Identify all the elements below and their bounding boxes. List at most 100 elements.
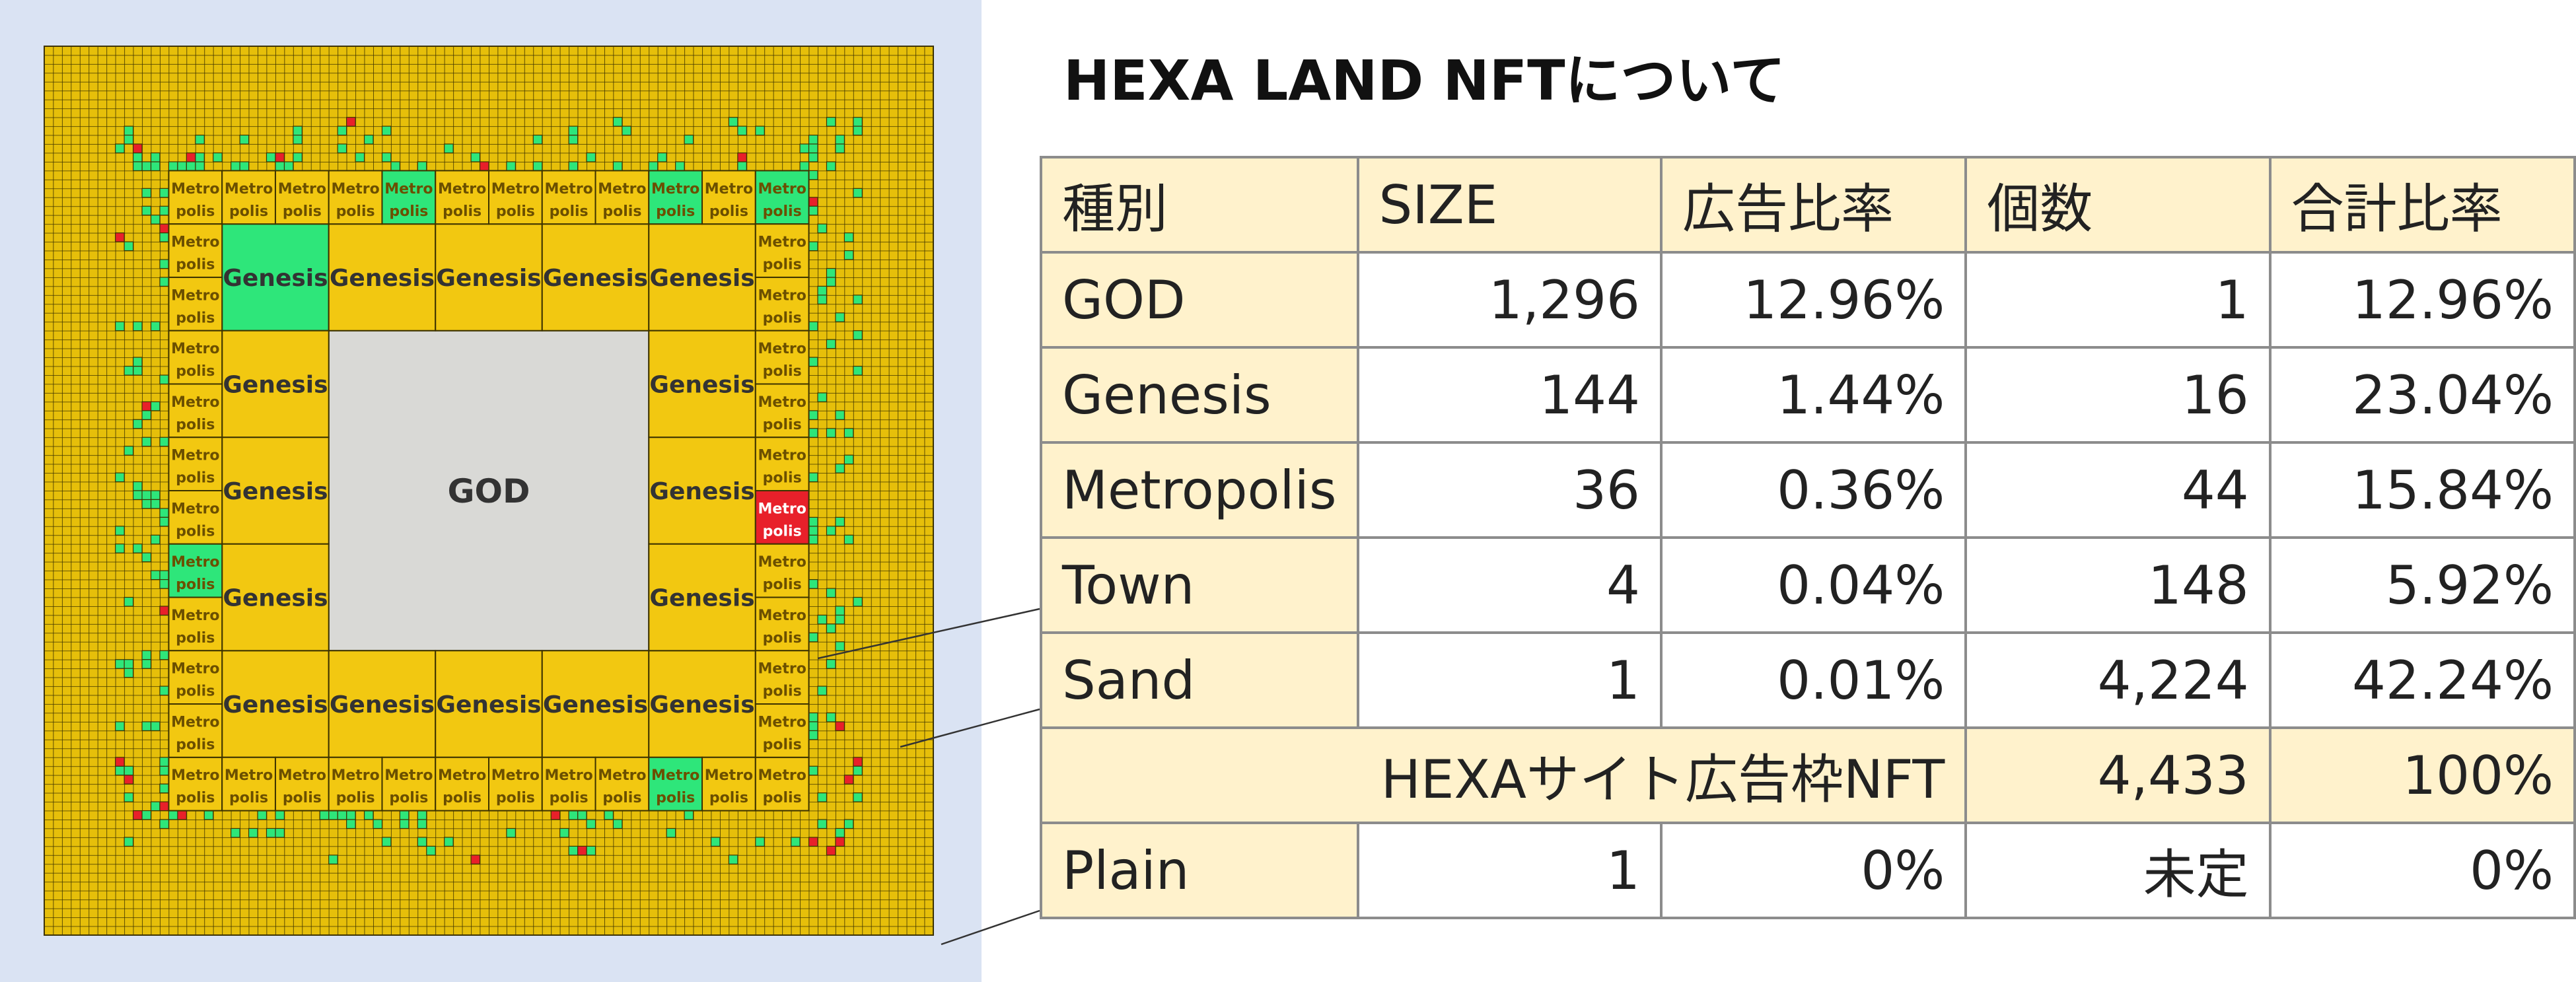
metropolis-tile [168,703,223,758]
metropolis-label: polis [496,790,535,806]
genesis-tile [221,223,330,332]
metropolis-label: Metro [171,608,219,624]
town-cell [843,454,854,465]
metropolis-label: Metro [598,767,646,784]
town-cell [168,810,178,820]
genesis-tile [221,543,330,652]
metropolis-tile [488,756,543,812]
metropolis-label: polis [763,684,802,700]
town-cell [559,827,569,838]
town-cell [381,837,392,847]
town-cell [159,570,170,580]
metropolis-label: polis [656,203,695,220]
town-cell [835,143,845,154]
metropolis-label: Metro [758,714,806,730]
genesis-label: Genesis [436,691,541,719]
town-cell [604,810,614,820]
metropolis-tile [168,330,223,385]
metropolis-label: polis [176,523,215,540]
town-cell [817,819,828,829]
town-cell [426,845,436,856]
town-cell [133,490,143,501]
town-cell [684,135,694,145]
metropolis-label: Metro [171,767,219,784]
metropolis-label: polis [229,790,268,806]
table-cell: Genesis [1040,346,1359,444]
town-cell [133,152,143,162]
town-cell [203,810,214,820]
town-cell [675,161,685,172]
metropolis-label: polis [176,257,215,273]
table-cell: 0.04% [1659,536,1968,634]
metropolis-label: Metro [225,181,273,197]
town-cell [133,810,143,820]
metropolis-tile [168,223,223,278]
town-cell [124,241,134,252]
town-cell [115,721,125,732]
town-cell [124,365,134,376]
town-cell [808,526,818,536]
page-title: HEXA LAND NFTについて [1063,48,1785,113]
town-cell [808,135,818,145]
town-cell [808,472,818,483]
town-cell [612,819,623,829]
metropolis-tile [221,170,276,225]
town-cell [817,295,828,304]
table-cell: 148 [1964,536,2272,634]
town-cell [808,357,818,367]
table-row: Metropolis 36 0.36% 44 15.84% [1040,441,2576,539]
metropolis-label: polis [763,736,802,753]
table-cell: 4 [1356,536,1663,634]
town-cell [319,810,330,820]
town-cell [124,125,134,136]
metropolis-tile [754,170,810,225]
genesis-label: Genesis [330,691,435,719]
metropolis-label: polis [389,203,428,220]
metropolis-tile [754,543,810,598]
town-cell [141,188,152,198]
town-cell [124,837,134,847]
town-cell [115,765,125,776]
town-cell [817,285,828,296]
genesis-label: Genesis [649,371,754,398]
table-cell: 44 [1964,441,2272,539]
town-cell [577,845,587,856]
metropolis-label: polis [763,417,802,433]
town-cell [141,161,152,172]
town-cell [853,188,863,198]
town-cell [150,215,161,225]
town-cell [826,267,836,278]
town-cell [186,161,196,172]
town-cell [275,152,285,162]
table-cell: 12.96% [1659,251,1968,349]
town-cell [159,765,170,776]
metropolis-label: Metro [758,341,806,357]
town-cell [159,259,170,269]
metropolis-label: polis [443,203,482,220]
metropolis-tile [274,756,330,812]
town-cell [275,827,285,838]
town-cell [808,205,818,216]
town-cell [843,534,854,545]
town-cell [808,321,818,332]
metropolis-label: Metro [171,501,219,517]
town-cell [817,792,828,802]
town-cell [444,143,454,154]
town-cell [213,152,223,162]
table-cell: 1.44% [1659,346,1968,444]
town-cell [835,135,845,145]
town-cell [133,143,143,154]
town-cell [159,819,170,829]
town-cell [133,481,143,491]
town-cell [159,437,170,447]
metropolis-tile [754,330,810,385]
metropolis-tile [754,596,810,652]
table-cell: 種別 [1040,156,1359,254]
town-cell [586,819,596,829]
metropolis-label: polis [656,790,695,806]
god-label: GOD [447,472,530,510]
metropolis-label: Metro [651,767,699,784]
metropolis-label: Metro [758,661,806,678]
metropolis-label: polis [176,203,215,220]
